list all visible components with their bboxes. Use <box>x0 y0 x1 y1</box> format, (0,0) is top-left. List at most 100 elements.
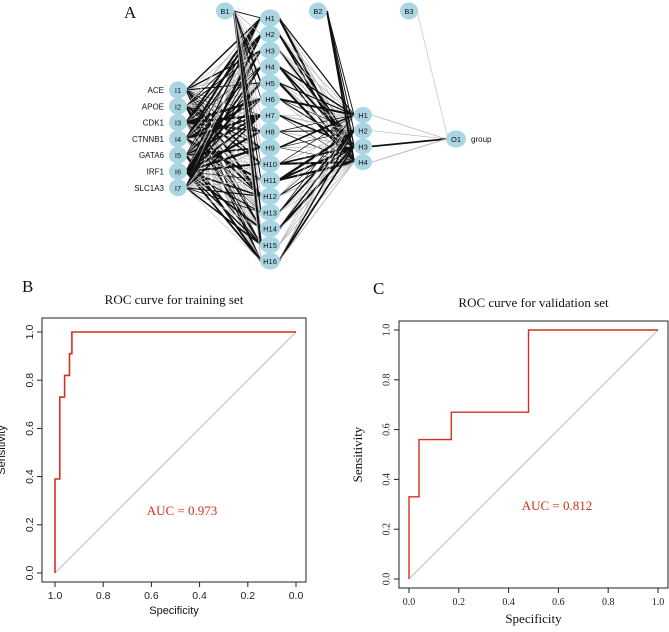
node-shape <box>260 106 280 124</box>
x-tick-label: 0.6 <box>552 597 565 608</box>
hidden1-node-id: H6 <box>265 95 275 104</box>
hidden1-node-h1: H1 <box>260 9 280 27</box>
hidden1-node-id: H13 <box>263 208 277 217</box>
node-shape <box>260 252 280 270</box>
hidden1-node-h8: H8 <box>260 122 280 140</box>
auc-label: AUC = 0.973 <box>147 503 218 518</box>
edge-hidden1-hidden2 <box>278 114 355 213</box>
hidden1-node-id: H1 <box>265 14 275 23</box>
input-gene-label: CDK1 <box>143 119 165 128</box>
hidden1-node-id: H14 <box>263 225 277 234</box>
edge-hidden1-hidden2 <box>278 114 355 165</box>
hidden1-node-id: H15 <box>263 241 277 250</box>
input-node-id: I4 <box>175 135 181 144</box>
hidden1-node-h14: H14 <box>260 220 280 238</box>
reference-diagonal <box>54 331 297 574</box>
edge-hidden2-output <box>371 114 447 140</box>
bias-node-b3: B3 <box>400 2 418 20</box>
hidden1-node-h7: H7 <box>260 106 280 124</box>
hidden1-node-id: H7 <box>265 111 275 120</box>
y-tick-label: 1.0 <box>381 324 392 337</box>
node-shape <box>260 187 280 205</box>
edge-input-hidden1 <box>185 98 262 188</box>
output-label: group <box>471 135 492 144</box>
hidden1-node-h2: H2 <box>260 25 280 43</box>
hidden2-node-id: H3 <box>358 142 368 151</box>
hidden2-node-h2: H2 <box>354 122 372 139</box>
roc-curve <box>54 331 296 573</box>
bias-node-id: B1 <box>220 7 229 16</box>
x-tick-label: 1.0 <box>48 590 63 602</box>
edge-bias1-hidden1 <box>233 10 262 116</box>
hidden1-node-id: H12 <box>263 192 277 201</box>
node-shape <box>216 2 234 20</box>
input-node-i4: I4 <box>169 130 187 148</box>
node-shape <box>169 81 187 99</box>
hidden1-node-id: H2 <box>265 30 275 39</box>
node-shape <box>260 203 280 221</box>
y-tick-label: 0.4 <box>381 473 392 486</box>
hidden1-node-h3: H3 <box>260 41 280 59</box>
node-shape <box>169 114 187 132</box>
edge-input-hidden1 <box>185 50 262 188</box>
edge-bias2-hidden2 <box>326 10 355 116</box>
y-tick-label: 0.8 <box>381 374 392 387</box>
node-shape <box>260 58 280 76</box>
auc-label: AUC = 0.812 <box>522 498 593 513</box>
x-tick-label: 0.2 <box>453 597 466 608</box>
node-shape <box>260 122 280 140</box>
edge-hidden1-hidden2 <box>278 145 355 262</box>
x-tick-label: 0.6 <box>144 590 159 602</box>
edge-hidden1-hidden2 <box>278 114 355 229</box>
hidden1-node-id: H9 <box>265 144 275 153</box>
plot-frame <box>398 320 669 589</box>
y-tick-label: 0.2 <box>381 523 392 536</box>
output-node: O1 <box>446 130 466 148</box>
input-node-id: I1 <box>175 86 181 95</box>
input-gene-label: SLC1A3 <box>134 184 164 193</box>
reference-diagonal <box>408 329 659 580</box>
network-nodes: I1 ACE I2 APOE I3 CDK1 I4 CTNNB1 I5 GATA6 I6 IRF1 I7… <box>132 2 492 270</box>
edge-bias1-hidden1 <box>233 10 262 262</box>
input-node-id: I7 <box>175 184 181 193</box>
x-axis-label: Specificity <box>505 611 562 626</box>
hidden2-node-h4: H4 <box>354 154 372 171</box>
edge-bias2-hidden2 <box>325 10 356 163</box>
y-tick-label: 0.0 <box>24 566 36 581</box>
edge-hidden1-hidden2 <box>278 114 355 262</box>
node-shape <box>169 163 187 180</box>
node-shape <box>354 107 372 123</box>
input-node-i1: I1 <box>169 81 187 99</box>
input-gene-label: IRF1 <box>147 168 165 177</box>
edge-bias1-hidden1 <box>233 10 262 35</box>
bias-node-b2: B2 <box>309 2 327 20</box>
edge-hidden1-hidden2 <box>278 17 355 116</box>
hidden1-node-h13: H13 <box>260 203 280 221</box>
edge-hidden2-output <box>371 138 447 163</box>
hidden1-node-h6: H6 <box>260 90 280 108</box>
node-shape <box>260 74 280 92</box>
edge-bias1-hidden1 <box>233 10 262 181</box>
edge-hidden1-hidden2 <box>278 65 355 116</box>
node-shape <box>260 155 280 173</box>
node-shape <box>169 179 187 197</box>
node-shape <box>260 90 280 108</box>
node-shape <box>260 25 280 43</box>
neural-network-diagram: I1 ACE I2 APOE I3 CDK1 I4 CTNNB1 I5 GATA6 I6 IRF1 I7… <box>132 2 492 270</box>
hidden1-node-h15: H15 <box>260 236 280 254</box>
input-node-i3: I3 <box>169 114 187 132</box>
hidden2-node-id: H1 <box>358 111 368 120</box>
edge-input-hidden1 <box>185 187 262 262</box>
edge-bias1-hidden1 <box>233 10 262 51</box>
node-shape <box>354 138 372 155</box>
node-shape <box>169 97 187 115</box>
edge-hidden2-output <box>371 138 447 148</box>
node-shape <box>309 2 327 20</box>
edge-input-hidden1 <box>185 17 262 107</box>
edge-bias1-hidden1 <box>233 10 262 100</box>
edge-hidden1-hidden2 <box>278 161 355 262</box>
bias-node-id: B2 <box>313 7 322 16</box>
edge-input-hidden1 <box>185 187 262 197</box>
input-gene-label: GATA6 <box>139 151 165 160</box>
input-node-i2: I2 <box>169 97 187 115</box>
